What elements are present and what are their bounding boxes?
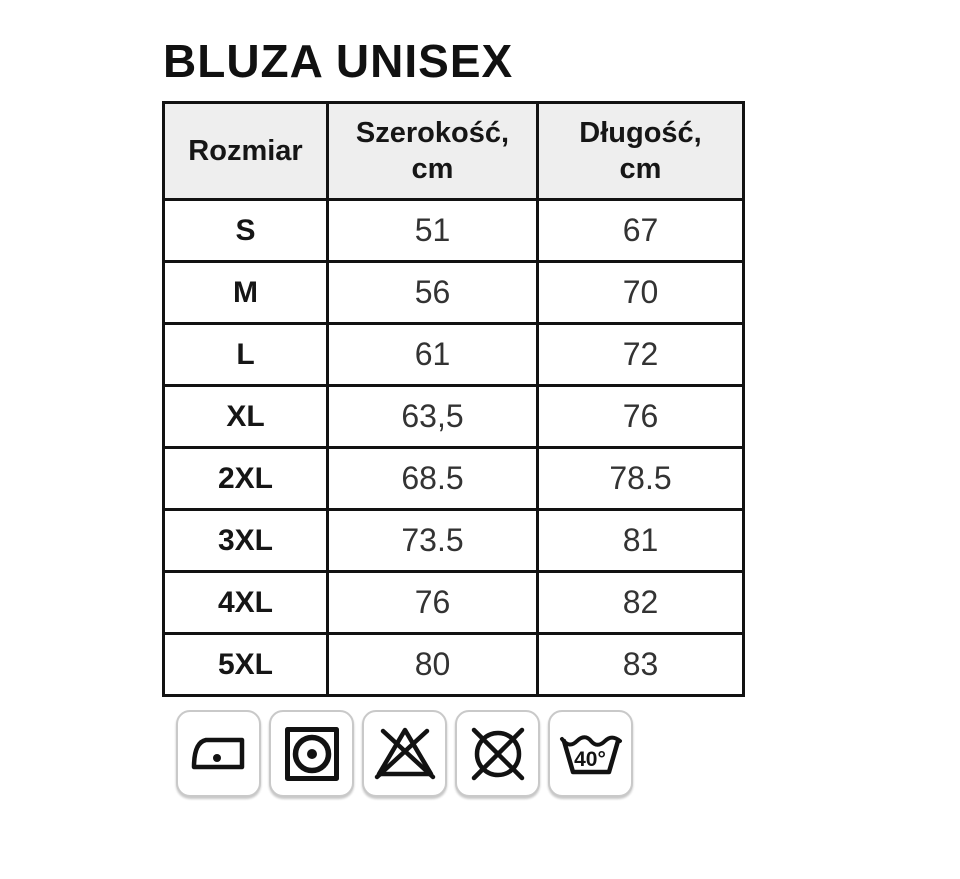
length-value: 76 [536, 384, 745, 449]
length-value: 83 [536, 632, 745, 697]
size-label: 5XL [162, 632, 329, 697]
wash-temperature-label: 40° [574, 748, 606, 771]
care-icon-box-iron [176, 710, 261, 797]
size-table: Rozmiar Szerokość, cm Długość, cm S 51 6… [162, 101, 745, 697]
col-header-szerokosc-line1: Szerokość, [355, 116, 510, 149]
tumble-dry-normal-icon [284, 726, 339, 781]
care-instructions-row: 40° [176, 710, 633, 797]
care-icon-box-no-dry-clean [455, 710, 540, 797]
table-row: 3XL 73.5 81 [162, 508, 745, 573]
size-label: S [162, 198, 329, 263]
col-header-dlugosc: Długość, cm [536, 101, 745, 201]
do-not-dry-clean-icon [471, 727, 524, 780]
length-value: 78.5 [536, 446, 745, 511]
width-value: 51 [326, 198, 539, 263]
table-row: L 61 72 [162, 322, 745, 387]
table-row: S 51 67 [162, 198, 745, 263]
care-icon-box-wash-40: 40° [548, 710, 633, 797]
width-value: 80 [326, 632, 539, 697]
col-header-szerokosc: Szerokość, cm [326, 101, 539, 201]
col-header-rozmiar-label: Rozmiar [188, 134, 303, 167]
width-value: 68.5 [326, 446, 539, 511]
length-value: 82 [536, 570, 745, 635]
col-header-dlugosc-line1: Długość, [579, 116, 702, 149]
care-icon-box-tumble-dry [269, 710, 354, 797]
iron-low-temperature-icon [191, 737, 244, 769]
table-row: 4XL 76 82 [162, 570, 745, 635]
width-value: 61 [326, 322, 539, 387]
col-header-dlugosc-line2: cm [619, 153, 662, 185]
table-row: XL 63,5 76 [162, 384, 745, 449]
size-label: XL [162, 384, 329, 449]
width-value: 56 [326, 260, 539, 325]
col-header-szerokosc-line2: cm [411, 153, 454, 185]
table-row: 5XL 80 83 [162, 632, 745, 697]
table-row: M 56 70 [162, 260, 745, 325]
size-label: L [162, 322, 329, 387]
length-value: 72 [536, 322, 745, 387]
size-label: M [162, 260, 329, 325]
do-not-bleach-icon [374, 727, 435, 779]
col-header-rozmiar: Rozmiar [162, 101, 329, 201]
length-value: 67 [536, 198, 745, 263]
size-label: 3XL [162, 508, 329, 573]
length-value: 70 [536, 260, 745, 325]
table-row: 2XL 68.5 78.5 [162, 446, 745, 511]
width-value: 73.5 [326, 508, 539, 573]
page-title: BLUZA UNISEX [163, 35, 514, 87]
width-value: 63,5 [326, 384, 539, 449]
table-header-row: Rozmiar Szerokość, cm Długość, cm [162, 101, 745, 201]
size-label: 4XL [162, 570, 329, 635]
care-icon-box-no-bleach [362, 710, 447, 797]
length-value: 81 [536, 508, 745, 573]
width-value: 76 [326, 570, 539, 635]
size-label: 2XL [162, 446, 329, 511]
machine-wash-40-icon: 40° [559, 734, 622, 774]
